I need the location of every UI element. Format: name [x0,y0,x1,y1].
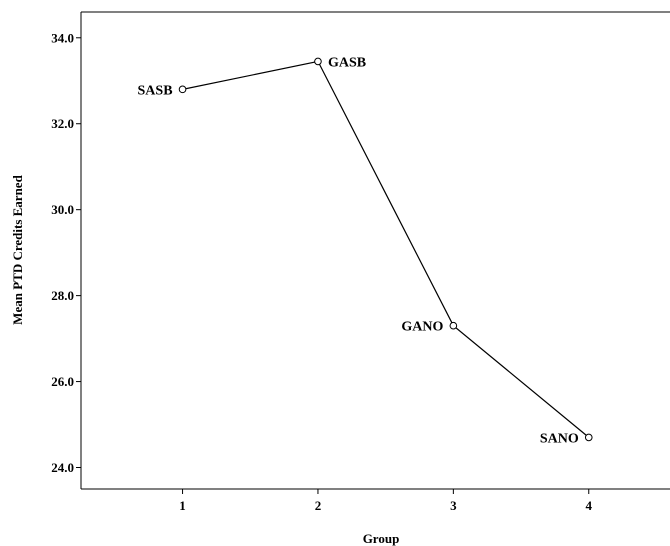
y-tick-label: 24.0 [51,460,74,475]
data-point-label: GANO [401,320,443,335]
y-tick-label: 30.0 [51,202,74,217]
y-axis-title: Mean PTD Credits Earned [10,174,25,324]
data-point [314,57,322,66]
data-point-label: GASB [328,55,366,70]
y-axis-ticks: 24.0 26.0 28.0 30.0 32.0 34.0 [51,30,81,475]
data-point [584,433,593,442]
x-tick-label: 3 [450,498,457,513]
series-layer: SASB GASB GANO SANO [138,55,593,446]
data-point [449,321,458,330]
data-point-label: SANO [540,431,579,446]
x-axis-ticks: 1 2 3 4 [179,489,593,513]
y-tick-label: 28.0 [51,288,74,303]
series-line [182,60,590,438]
x-tick-label: 2 [315,498,322,513]
x-tick-label: 1 [179,498,186,513]
data-point [178,85,187,94]
data-point-label: SASB [138,83,173,98]
y-tick-label: 34.0 [51,30,74,45]
y-tick-label: 32.0 [51,116,74,131]
x-tick-label: 4 [586,498,593,513]
y-tick-label: 26.0 [51,374,74,389]
x-axis-title: Group [363,531,400,546]
